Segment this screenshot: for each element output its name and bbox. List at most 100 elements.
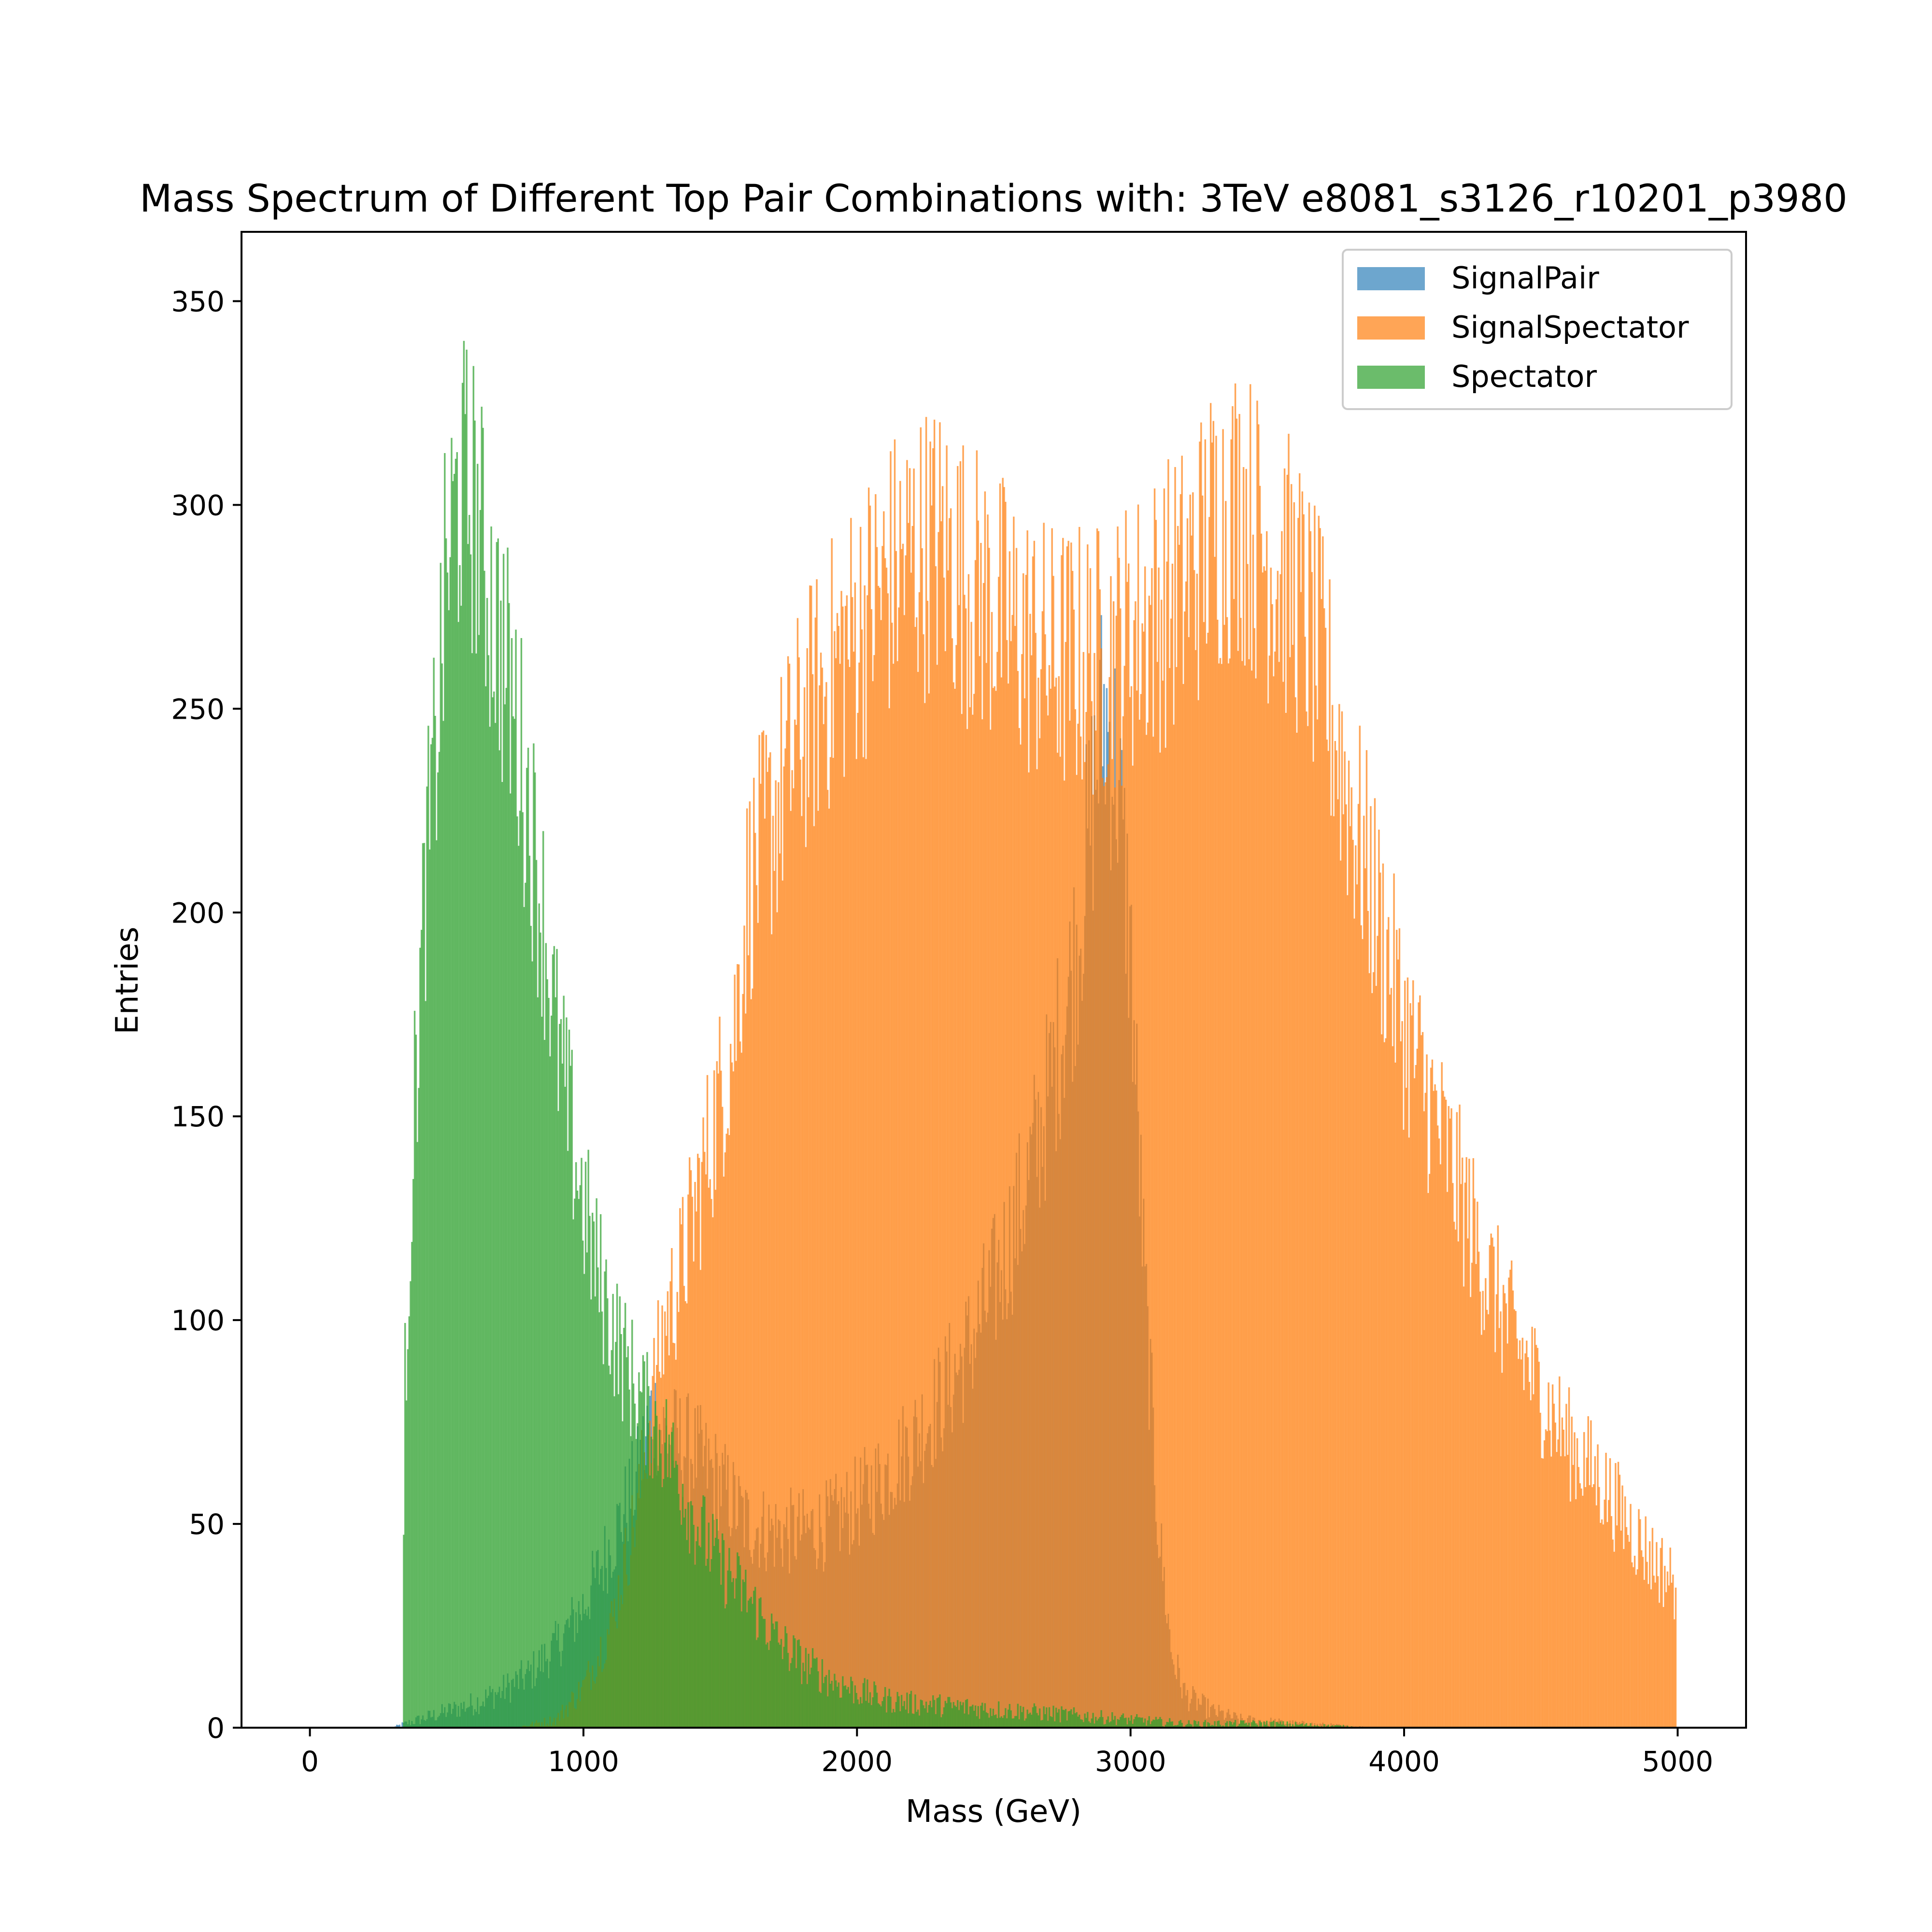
histogram-bar	[1203, 622, 1205, 1728]
histogram-bar	[784, 1626, 786, 1728]
histogram-bar	[1493, 1246, 1495, 1728]
histogram-bar	[801, 816, 803, 1728]
histogram-bar	[1527, 1357, 1529, 1728]
histogram-bar	[510, 793, 511, 1728]
histogram-bar	[1135, 1717, 1136, 1728]
histogram-bar	[780, 677, 782, 1728]
histogram-bar	[913, 1714, 915, 1728]
histogram-bar	[1323, 608, 1325, 1728]
histogram-bar	[790, 810, 792, 1728]
histogram-bar	[799, 759, 801, 1728]
histogram-bar	[865, 1701, 867, 1728]
histogram-bar	[1171, 1721, 1174, 1728]
histogram-bar	[877, 1703, 880, 1728]
histogram-bar	[1028, 1714, 1030, 1728]
histogram-bar	[847, 659, 849, 1728]
histogram-bar	[824, 696, 826, 1728]
histogram-bar	[507, 547, 509, 1728]
histogram-bar	[735, 1061, 737, 1728]
histogram-bar	[442, 721, 444, 1728]
histogram-bar	[952, 682, 954, 1728]
histogram-bar	[646, 1352, 648, 1728]
histogram-bar	[939, 422, 941, 1728]
histogram-bar	[1426, 1054, 1428, 1728]
histogram-bar	[990, 1708, 992, 1728]
histogram-bar	[567, 1151, 569, 1728]
histogram-bar	[752, 1604, 753, 1728]
histogram-bar	[691, 1196, 694, 1728]
histogram-bar	[1229, 1720, 1231, 1728]
histogram-bar	[1319, 528, 1321, 1728]
histogram-bar	[489, 726, 491, 1728]
histogram-bar	[581, 1158, 582, 1728]
histogram-bar	[1167, 459, 1169, 1728]
legend: SignalPair SignalSpectator Spectator	[1342, 249, 1733, 410]
histogram-bar	[1553, 1404, 1555, 1728]
histogram-bar	[652, 1478, 653, 1728]
histogram-bar	[1375, 986, 1378, 1728]
histogram-bar	[1126, 1724, 1128, 1728]
histogram-bar	[702, 1117, 704, 1728]
histogram-bar	[632, 1383, 635, 1728]
histogram-bar	[1505, 1303, 1507, 1728]
histogram-bar	[1479, 1292, 1481, 1728]
histogram-bar	[1628, 1542, 1630, 1728]
histogram-bar	[515, 629, 517, 1728]
histogram-bar	[553, 946, 555, 1728]
histogram-bar	[1232, 406, 1234, 1728]
histogram-bar	[888, 708, 890, 1728]
histogram-bar	[880, 620, 882, 1728]
histogram-bar	[946, 1703, 948, 1728]
histogram-bar	[903, 1701, 906, 1728]
histogram-bar	[898, 607, 900, 1728]
histogram-bar	[563, 995, 565, 1728]
histogram-bar	[446, 572, 449, 1728]
histogram-bar	[788, 664, 791, 1728]
histogram-bar	[701, 1506, 703, 1728]
histogram-bar	[739, 1565, 741, 1728]
histogram-bar	[1132, 1723, 1134, 1728]
histogram-bar	[1215, 436, 1217, 1728]
histogram-bar	[682, 1484, 684, 1728]
histogram-bar	[816, 1657, 818, 1728]
histogram-bar	[561, 1064, 564, 1728]
histogram-bar	[1178, 1721, 1180, 1728]
histogram-bar	[750, 999, 752, 1728]
y-tick-label: 200	[171, 896, 225, 929]
histogram-bar	[1128, 563, 1130, 1728]
histogram-bar	[1303, 514, 1305, 1728]
histogram-bar	[958, 605, 960, 1728]
histogram-bar	[745, 1569, 747, 1728]
histogram-bar	[1388, 917, 1390, 1728]
histogram-bar	[625, 1357, 628, 1728]
histogram-bar	[959, 1702, 962, 1728]
histogram-bar	[412, 1179, 414, 1728]
histogram-bar	[1335, 750, 1337, 1728]
histogram-bar	[1038, 1708, 1041, 1728]
histogram-bar	[708, 1187, 710, 1728]
histogram-bar	[548, 997, 550, 1728]
histogram-bar	[933, 419, 936, 1728]
histogram-bar	[1270, 1722, 1272, 1728]
histogram-bar	[779, 1645, 781, 1728]
histogram-bar	[849, 667, 851, 1728]
histogram-bar	[1545, 1429, 1547, 1728]
y-tick-label: 250	[171, 693, 225, 725]
histogram-bar	[1245, 1722, 1247, 1728]
y-tick-label: 50	[189, 1508, 225, 1541]
histogram-bar	[1405, 1088, 1407, 1728]
histogram-bar	[867, 1703, 870, 1728]
histogram-bar	[709, 1179, 711, 1728]
histogram-bar	[648, 1386, 650, 1728]
histogram-bar	[753, 778, 755, 1728]
histogram-bar	[1415, 1065, 1417, 1728]
histogram-bar	[552, 954, 554, 1728]
histogram-bar	[1441, 1062, 1443, 1728]
histogram-bar	[1250, 384, 1251, 1728]
y-axis-ticks: 0 50 100 150 200 250 300 350	[171, 285, 242, 1745]
histogram-bar	[950, 1702, 952, 1728]
histogram-bar	[801, 1684, 803, 1728]
histogram-bar	[1041, 1720, 1044, 1728]
histogram-bar	[709, 1571, 711, 1728]
histogram-bar	[814, 1659, 816, 1728]
